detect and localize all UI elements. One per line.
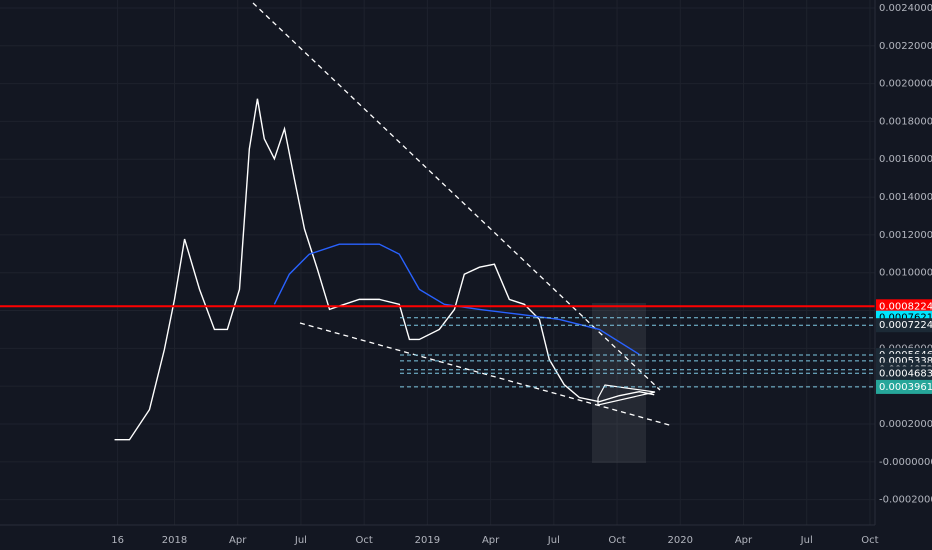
x-tick-label: Oct: [608, 535, 625, 546]
y-tick-label: 0.0024000: [879, 3, 932, 14]
y-tick-label: 0.0020000: [879, 79, 932, 90]
price-tag: [876, 379, 932, 394]
y-tick-label: -0.0002000: [879, 495, 932, 506]
trendline-lower: [299, 322, 674, 427]
price-tag-label: 0.0003961: [879, 382, 932, 393]
price-tag-label: 0.0008224: [879, 301, 932, 312]
axes: 0.0024000 0.0022000 0.0020000 0.0018000 0.00…: [111, 3, 932, 546]
y-tick-label: 0.0012000: [879, 230, 932, 241]
price-line: [114, 98, 655, 441]
x-tick-label: Jul: [800, 535, 813, 546]
x-tick-label: 2018: [162, 535, 187, 546]
x-tick-label: 2020: [668, 535, 693, 546]
y-tick-label: 0.0010000: [879, 268, 932, 279]
price-tag-label: 0.0007224: [879, 320, 932, 331]
x-tick-label: Oct: [861, 535, 878, 546]
price-tag-label: 0.0004683: [879, 368, 932, 379]
highlight-zone: [592, 303, 646, 463]
x-tick-label: Apr: [735, 535, 753, 546]
price-tag-label: 0.0005338: [879, 356, 932, 367]
price-tag-label: 0.0007621: [879, 313, 932, 324]
x-tick-label: Apr: [229, 535, 247, 546]
price-tag: [876, 318, 932, 333]
y-tick-label: -0.0000000: [879, 457, 932, 468]
x-tick-label: 2019: [415, 535, 440, 546]
y-tick-label: 0.0022000: [879, 41, 932, 52]
y-tick-label: 0.0014000: [879, 192, 932, 203]
y-tick-label: 0.0018000: [879, 116, 932, 127]
price-line: [273, 243, 640, 356]
pattern-triangle: [597, 384, 656, 406]
x-tick-label: Oct: [356, 535, 373, 546]
price-tag: [876, 299, 932, 314]
y-tick-label: 0.0016000: [879, 154, 932, 165]
price-tag: [876, 366, 932, 381]
y-tick-label: 0.0002000: [879, 419, 932, 430]
x-tick-label: Jul: [547, 535, 560, 546]
x-tick-label: Apr: [482, 535, 500, 546]
plot: [0, 98, 875, 441]
x-tick-label: Jul: [294, 535, 307, 546]
x-tick-label: 16: [111, 535, 124, 546]
